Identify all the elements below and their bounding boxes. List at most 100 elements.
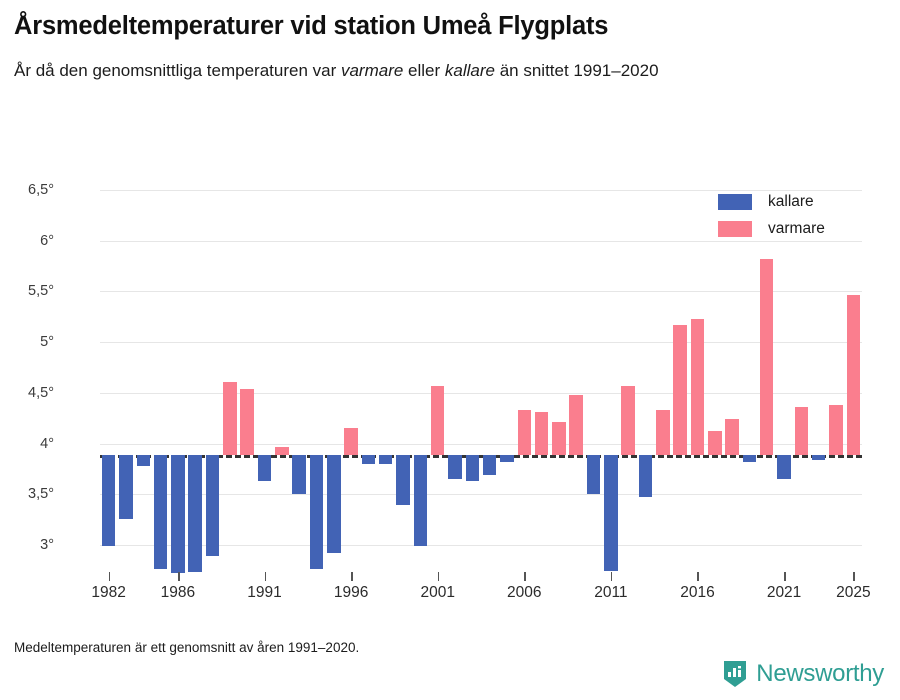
y-axis-tick-label: 3° [40,537,54,553]
bar-2012[interactable] [621,385,635,455]
bar-2022[interactable] [794,407,809,455]
bar-1994[interactable] [309,454,324,570]
chart-subtitle: År då den genomsnittliga temperaturen va… [14,59,854,84]
bar-2007[interactable] [534,412,549,455]
x-axis-tick [437,572,440,581]
bar-1984[interactable] [136,454,151,466]
bar-1997[interactable] [361,454,376,464]
bar-2003[interactable] [465,454,480,482]
bar-2017[interactable] [708,431,722,455]
bar-2021[interactable] [777,454,791,480]
legend-swatch-varmare [718,220,752,237]
x-axis-tick-label: 2025 [836,584,871,601]
bar-1996[interactable] [344,428,358,455]
gridline [100,190,862,191]
bar-2005[interactable] [500,454,514,462]
y-axis-tick-label: 5° [40,334,54,351]
bar-1993[interactable] [292,454,306,495]
bar-2024[interactable] [829,405,843,455]
bar-1989[interactable] [223,381,237,455]
y-axis-tick-label: 6,5° [28,182,54,198]
brand-logo[interactable]: Newsworthy [722,660,884,688]
legend-item-varmare[interactable]: varmare [718,215,825,242]
baseline-average-line [100,454,862,458]
bar-1999[interactable] [396,454,410,506]
x-axis: 1982 1986 1991 1996 2001 2006 2011 2016 2021 2025 [0,168,900,620]
y-axis-tick-label: 5,5° [28,283,54,300]
chart-plot-area: 3° 3,5° 4° 4,5° 5° 5,5° 6° 6,5° 1982 1986 1991 199… [0,168,900,620]
bar-2001[interactable] [430,385,445,455]
y-axis-tick-label: 4,5° [28,384,54,401]
x-axis-tick [853,572,855,581]
y-axis-tick-label: 6° [40,232,54,249]
bar-1986[interactable] [171,454,185,574]
grid-layer: 3° 3,5° 4° 4,5° 5° 5,5° 6° 6,5° [0,168,900,620]
footer-note: Medeltemperaturen är ett genomsnitt av å… [14,640,360,655]
bar-2004[interactable] [482,454,497,475]
x-axis-tick [351,572,353,581]
bar-2020[interactable] [759,258,774,455]
x-axis-tick [264,572,267,581]
x-axis-tick-label: 1996 [333,584,369,601]
legend-layer: kallare varmare [0,168,900,620]
gridline [100,291,862,293]
bar-1987[interactable] [188,454,202,573]
x-axis-tick [697,572,700,581]
bar-2009[interactable] [569,394,583,455]
bar-1982[interactable] [101,454,116,546]
bar-1990[interactable] [240,388,254,455]
bar-2014[interactable] [656,410,670,455]
bar-2000[interactable] [413,454,428,546]
bar-2013[interactable] [638,454,653,498]
bar-1983[interactable] [119,454,133,519]
chart-header: Årsmedeltemperaturer vid station Umeå Fl… [0,0,900,84]
x-axis-tick-label: 1986 [160,584,196,601]
brand-name: Newsworthy [756,660,884,687]
bar-2023[interactable] [811,454,826,460]
bar-2015[interactable] [673,324,687,455]
bar-1991[interactable] [257,454,272,482]
subtitle-emphasis-varmare: varmare [340,61,404,81]
bar-2008[interactable] [552,422,566,455]
gridline [100,342,862,344]
bar-1995[interactable] [327,454,341,554]
x-axis-tick [524,572,526,581]
bar-2006[interactable] [517,410,532,455]
bar-1988[interactable] [205,454,220,557]
x-axis-tick [784,572,786,581]
bar-1985[interactable] [153,454,168,570]
bar-1998[interactable] [378,454,393,464]
x-axis-tick-label: 1991 [247,584,282,601]
bar-2010[interactable] [586,454,601,495]
bar-chart-pin-icon [722,660,748,688]
x-axis-tick-label: 2021 [766,584,802,601]
x-axis-tick-label: 2011 [594,584,628,601]
x-axis-tick-label: 1982 [91,584,126,601]
bar-2011[interactable] [604,454,618,572]
subtitle-text-1: År då den genomsnittliga temperaturen va… [14,61,341,81]
page-title: Årsmedeltemperaturer vid station Umeå Fl… [14,12,609,40]
y-axis-tick-label: 4° [40,435,54,452]
legend-label: kallare [768,192,814,210]
bars-layer [0,168,900,620]
bar-1992[interactable] [275,446,289,455]
legend-swatch-kallare [718,193,752,210]
bar-2016[interactable] [690,318,705,455]
x-axis-tick-label: 2006 [507,584,542,601]
x-axis-tick [108,572,111,581]
x-axis-tick [610,572,613,581]
gridline [100,494,862,496]
y-axis-tick-label: 3,5° [28,486,54,503]
legend-item-kallare[interactable]: kallare [718,188,825,215]
bar-2018[interactable] [725,419,739,455]
gridline [100,392,862,394]
bar-2019[interactable] [742,454,757,462]
gridline [100,545,862,546]
x-axis-tick [177,572,180,581]
subtitle-text-3: än snittet 1991–2020 [495,61,659,81]
bar-2025[interactable] [846,295,861,455]
legend: kallare varmare [718,188,825,242]
bar-2002[interactable] [448,454,462,480]
subtitle-emphasis-kallare: kallare [444,61,495,81]
